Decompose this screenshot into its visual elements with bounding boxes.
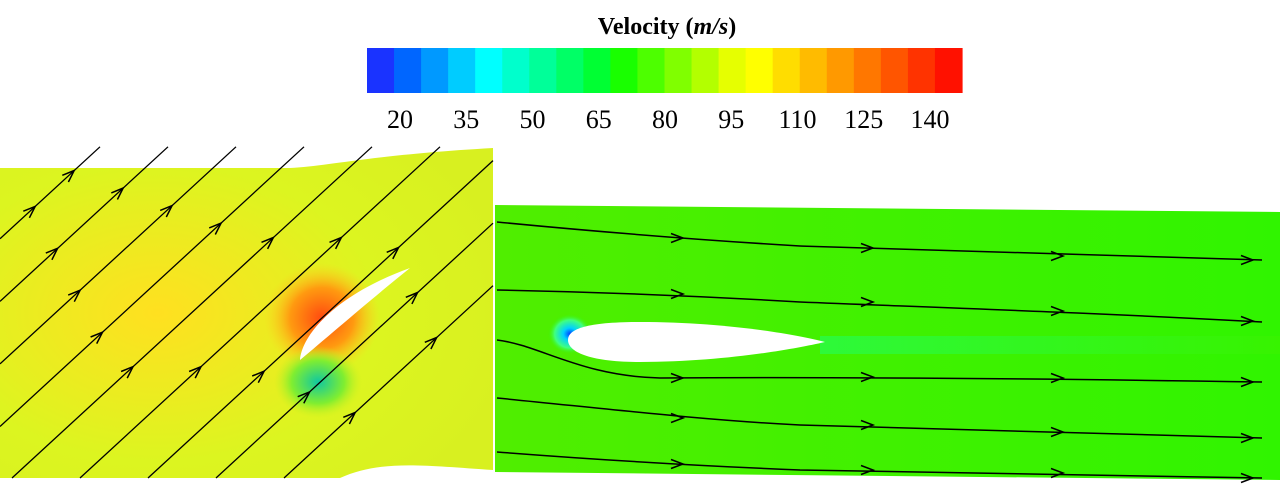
streamline-arrow	[1240, 472, 1256, 484]
left-streamlines	[0, 146, 494, 479]
legend-title-text: Velocity (	[598, 14, 694, 40]
streamline-arrow	[424, 336, 439, 350]
wake-region	[820, 336, 1280, 354]
streamline-arrow	[670, 458, 686, 470]
colorbar-swatch	[610, 48, 639, 93]
colorbar-tick-label: 35	[453, 105, 479, 134]
colorbar	[367, 48, 963, 93]
streamline	[496, 451, 1263, 479]
colorbar-tick-label: 65	[586, 105, 612, 134]
cascade-blade-panel	[0, 146, 494, 479]
streamline-arrow	[1050, 426, 1066, 438]
colorbar-swatch	[772, 48, 801, 93]
streamline	[283, 285, 494, 479]
colorbar-swatch	[691, 48, 720, 93]
colorbar-tick-label: 20	[387, 105, 413, 134]
colorbar-swatch	[853, 48, 882, 93]
streamline-arrow	[860, 419, 876, 431]
colorbar-swatch	[394, 48, 422, 93]
streamline	[496, 221, 1263, 261]
streamline-arrow	[67, 288, 82, 303]
streamline	[496, 289, 1263, 323]
streamline-arrow	[111, 186, 125, 200]
streamline-arrow	[860, 242, 876, 254]
colorbar-tick-labels: 20 35 50 65 80 95 110 125 140	[387, 105, 950, 134]
streamline	[11, 146, 373, 479]
streamline-arrow	[1240, 432, 1256, 444]
streamline-arrow	[386, 245, 401, 260]
colorbar-swatch	[529, 48, 557, 93]
legend-title-close: )	[728, 14, 736, 40]
streamline-arrow	[1240, 254, 1256, 266]
streamline-arrow	[405, 291, 420, 305]
colorbar-swatch	[421, 48, 449, 93]
streamline-arrow	[860, 464, 876, 476]
streamline	[0, 146, 101, 240]
streamline-arrow	[297, 390, 312, 404]
colorbar-tick-label: 50	[520, 105, 546, 134]
streamline-arrow	[860, 296, 876, 308]
colorbar-swatch	[826, 48, 855, 93]
streamline-arrow	[670, 412, 686, 424]
colorbar-tick-label: 125	[844, 105, 883, 134]
streamline-arrow	[343, 411, 357, 425]
streamline	[147, 160, 494, 479]
streamline-arrow	[45, 246, 60, 261]
colorbar-swatch	[502, 48, 530, 93]
streamline-arrow	[1240, 376, 1256, 388]
legend-title: Velocity (m/s)	[598, 14, 736, 40]
streamline-arrow	[159, 204, 174, 218]
streamline-arrow	[251, 369, 266, 384]
streamline	[496, 339, 1263, 383]
legend-title-unit: m/s	[694, 14, 729, 40]
left-flow-field	[0, 148, 493, 478]
airfoil-panel	[495, 205, 1280, 484]
streamline-arrow	[1050, 372, 1066, 384]
colorbar-swatch	[367, 48, 395, 93]
colorbar-swatch	[934, 48, 963, 93]
streamline-arrow	[329, 236, 343, 250]
streamline	[79, 146, 441, 479]
streamline-arrow	[1050, 305, 1066, 317]
streamline-arrow	[120, 365, 135, 379]
colorbar-tick-label: 95	[718, 105, 744, 134]
colorbar-tick-label: 110	[778, 105, 816, 134]
colorbar-swatch	[799, 48, 828, 93]
streamline-arrow	[62, 169, 76, 183]
airfoil-shape	[568, 322, 825, 362]
colorbar-swatch	[556, 48, 584, 93]
streamline-arrow	[860, 371, 876, 383]
streamline-arrow	[208, 221, 223, 235]
streamline-arrow	[670, 288, 686, 300]
streamline-arrow	[670, 232, 686, 244]
colorbar-swatch	[637, 48, 666, 93]
colorbar-tick-label: 80	[652, 105, 678, 134]
color-legend: Velocity (m/s) 20 35 50 65 80 95 110 125 140	[367, 14, 963, 134]
streamline-arrow	[1240, 315, 1256, 327]
colorbar-swatch	[907, 48, 936, 93]
streamline	[215, 222, 494, 479]
colorbar-swatch	[745, 48, 774, 93]
colorbar-swatch	[475, 48, 503, 93]
streamline-arrow	[1050, 250, 1066, 262]
streamline-arrow	[90, 330, 105, 344]
colorbar-swatch	[880, 48, 909, 93]
streamline	[0, 146, 169, 302]
streamline-arrow	[261, 236, 275, 250]
colorbar-swatch	[664, 48, 693, 93]
streamline	[0, 146, 237, 365]
colorbar-swatch	[448, 48, 476, 93]
streamline-arrow	[1050, 467, 1066, 479]
streamline-arrow	[23, 204, 37, 219]
streamline	[0, 146, 305, 427]
colorbar-swatch	[583, 48, 612, 93]
streamline-arrow	[670, 372, 686, 384]
colorbar-tick-label: 140	[911, 105, 950, 134]
colorbar-swatch	[718, 48, 747, 93]
streamline-arrow	[188, 365, 203, 379]
low-velocity-region	[274, 346, 362, 418]
